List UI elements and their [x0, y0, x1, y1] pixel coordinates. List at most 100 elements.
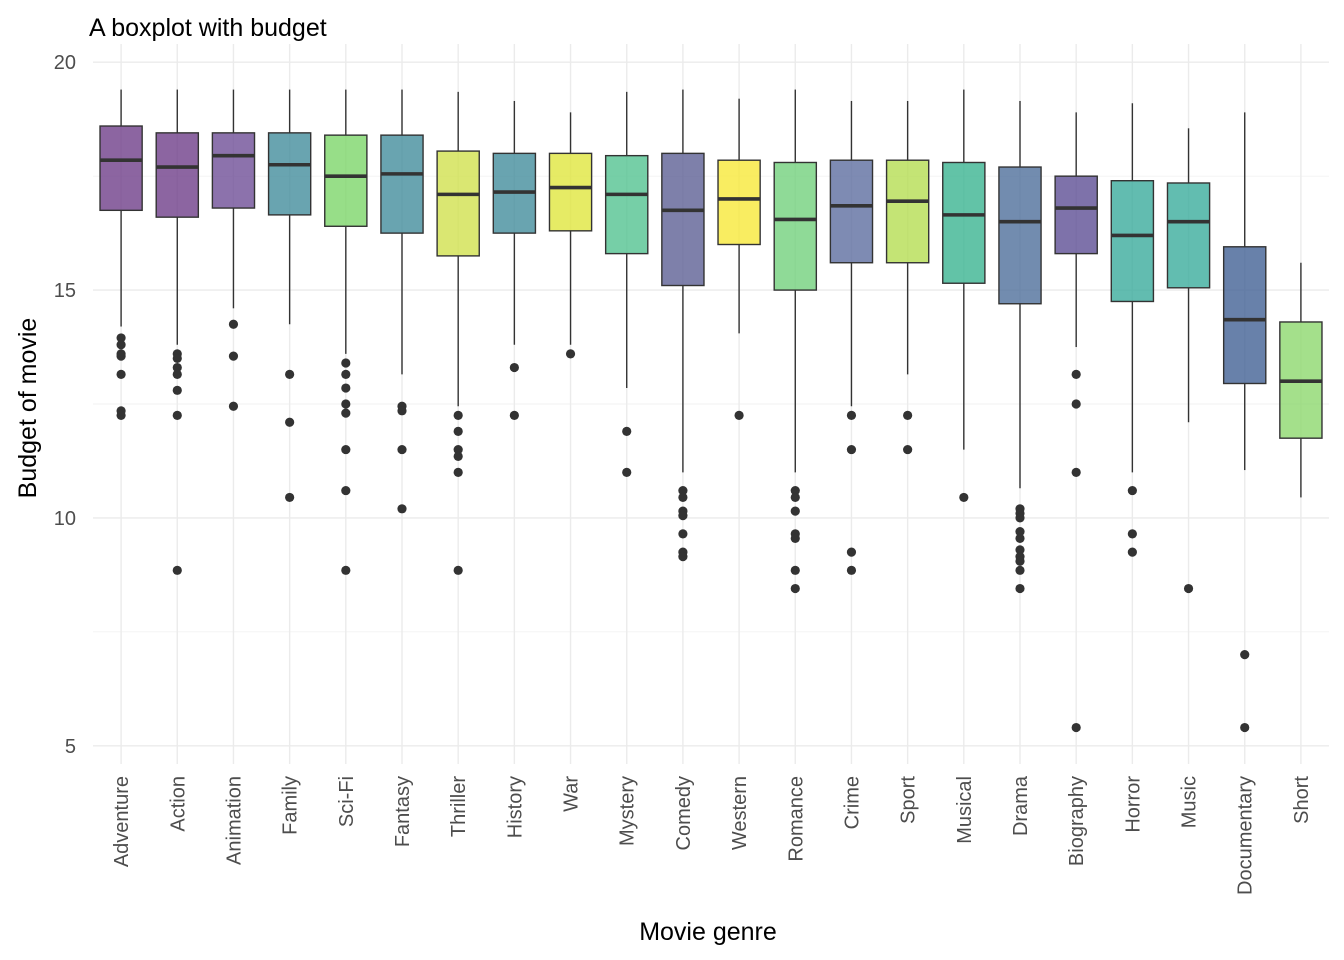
outlier-point — [846, 410, 857, 420]
outlier-point — [285, 369, 295, 379]
outlier-point — [453, 410, 463, 420]
outlier-point — [1183, 583, 1194, 594]
box-western — [717, 98, 761, 420]
outlier-point — [1127, 485, 1137, 496]
outlier-point — [1015, 565, 1025, 575]
outlier-point — [228, 319, 239, 329]
outlier-point — [341, 358, 351, 368]
box-rect — [548, 152, 593, 232]
box-musical — [942, 89, 986, 503]
box-rect — [661, 152, 705, 287]
box-animation — [211, 89, 256, 411]
outlier-point — [678, 485, 688, 496]
outlier-point — [453, 444, 463, 455]
outlier-point — [790, 485, 800, 496]
outlier-point — [172, 565, 182, 575]
box-rect — [267, 132, 312, 216]
x-tick-label: Music — [1179, 776, 1201, 828]
outlier-point — [1240, 722, 1250, 733]
outlier-point — [341, 485, 351, 496]
x-tick-label: Family — [280, 776, 302, 835]
outlier-point — [1127, 529, 1137, 539]
outlier-point — [397, 406, 407, 416]
box-rect — [1054, 175, 1098, 255]
outlier-point — [509, 410, 519, 420]
box-rect — [380, 134, 424, 234]
box-comedy — [661, 89, 705, 562]
outlier-point — [846, 565, 857, 575]
box-war — [548, 112, 593, 359]
outlier-point — [453, 467, 463, 477]
outlier-point — [790, 506, 800, 516]
box-biography — [1054, 112, 1098, 733]
outlier-point — [678, 529, 688, 539]
y-tick-label: 5 — [65, 736, 76, 758]
outlier-point — [228, 351, 239, 361]
box-layer — [99, 89, 1323, 733]
x-axis-ticks: Adventure Action Animation Family Sci-Fi Fant… — [111, 775, 1313, 895]
outlier-point — [565, 349, 576, 359]
outlier-point — [228, 401, 239, 411]
outlier-point — [622, 426, 632, 436]
x-tick-label: Thriller — [448, 776, 470, 837]
box-adventure — [99, 89, 143, 420]
outlier-point — [1015, 533, 1025, 544]
outlier-point — [453, 451, 463, 462]
box-rect — [99, 125, 143, 212]
x-tick-label: Animation — [223, 776, 245, 865]
x-tick-label: Adventure — [111, 776, 133, 867]
outlier-point — [1015, 583, 1025, 594]
outlier-point — [172, 369, 182, 379]
outlier-point — [846, 547, 857, 557]
outlier-point — [172, 362, 182, 373]
outlier-point — [285, 417, 295, 427]
outlier-point — [678, 552, 688, 562]
x-tick-label: Short — [1291, 776, 1313, 824]
outlier-point — [734, 410, 744, 420]
outlier-point — [903, 410, 913, 420]
outlier-point — [1071, 467, 1081, 477]
outlier-point — [341, 399, 351, 409]
outlier-point — [678, 492, 688, 503]
outlier-point — [397, 504, 407, 514]
outlier-point — [1015, 556, 1025, 566]
box-rect — [324, 134, 368, 227]
box-rect — [885, 159, 930, 264]
outlier-point — [116, 333, 126, 343]
outlier-point — [509, 362, 519, 373]
outlier-point — [790, 583, 800, 594]
box-rect — [773, 161, 818, 291]
box-history — [492, 100, 537, 420]
outlier-point — [903, 444, 913, 455]
y-tick-label: 10 — [54, 508, 76, 530]
outlier-point — [453, 426, 463, 436]
box-rect — [604, 154, 649, 255]
box-music — [1166, 128, 1211, 594]
outlier-point — [116, 369, 126, 379]
box-romance — [773, 89, 818, 594]
x-tick-label: Romance — [785, 776, 807, 862]
box-rect — [211, 132, 256, 209]
x-tick-label: Comedy — [673, 776, 695, 850]
x-tick-label: Documentary — [1235, 776, 1257, 895]
outlier-point — [790, 492, 800, 503]
y-axis-ticks: 5 10 15 20 — [54, 52, 76, 758]
outlier-point — [341, 565, 351, 575]
x-tick-label: Fantasy — [392, 776, 414, 847]
outlier-point — [172, 385, 182, 395]
outlier-point — [1071, 399, 1081, 409]
x-tick-label: History — [504, 776, 526, 838]
outlier-point — [790, 565, 800, 575]
outlier-point — [172, 410, 182, 420]
outlier-point — [172, 353, 182, 364]
x-tick-label: War — [561, 776, 583, 812]
outlier-point — [1015, 526, 1025, 537]
outlier-point — [397, 444, 407, 455]
outlier-point — [341, 383, 351, 393]
outlier-point — [1127, 547, 1137, 557]
x-tick-label: Action — [167, 776, 189, 832]
outlier-point — [846, 444, 857, 455]
outlier-point — [1015, 545, 1025, 555]
box-rect — [1110, 180, 1155, 303]
